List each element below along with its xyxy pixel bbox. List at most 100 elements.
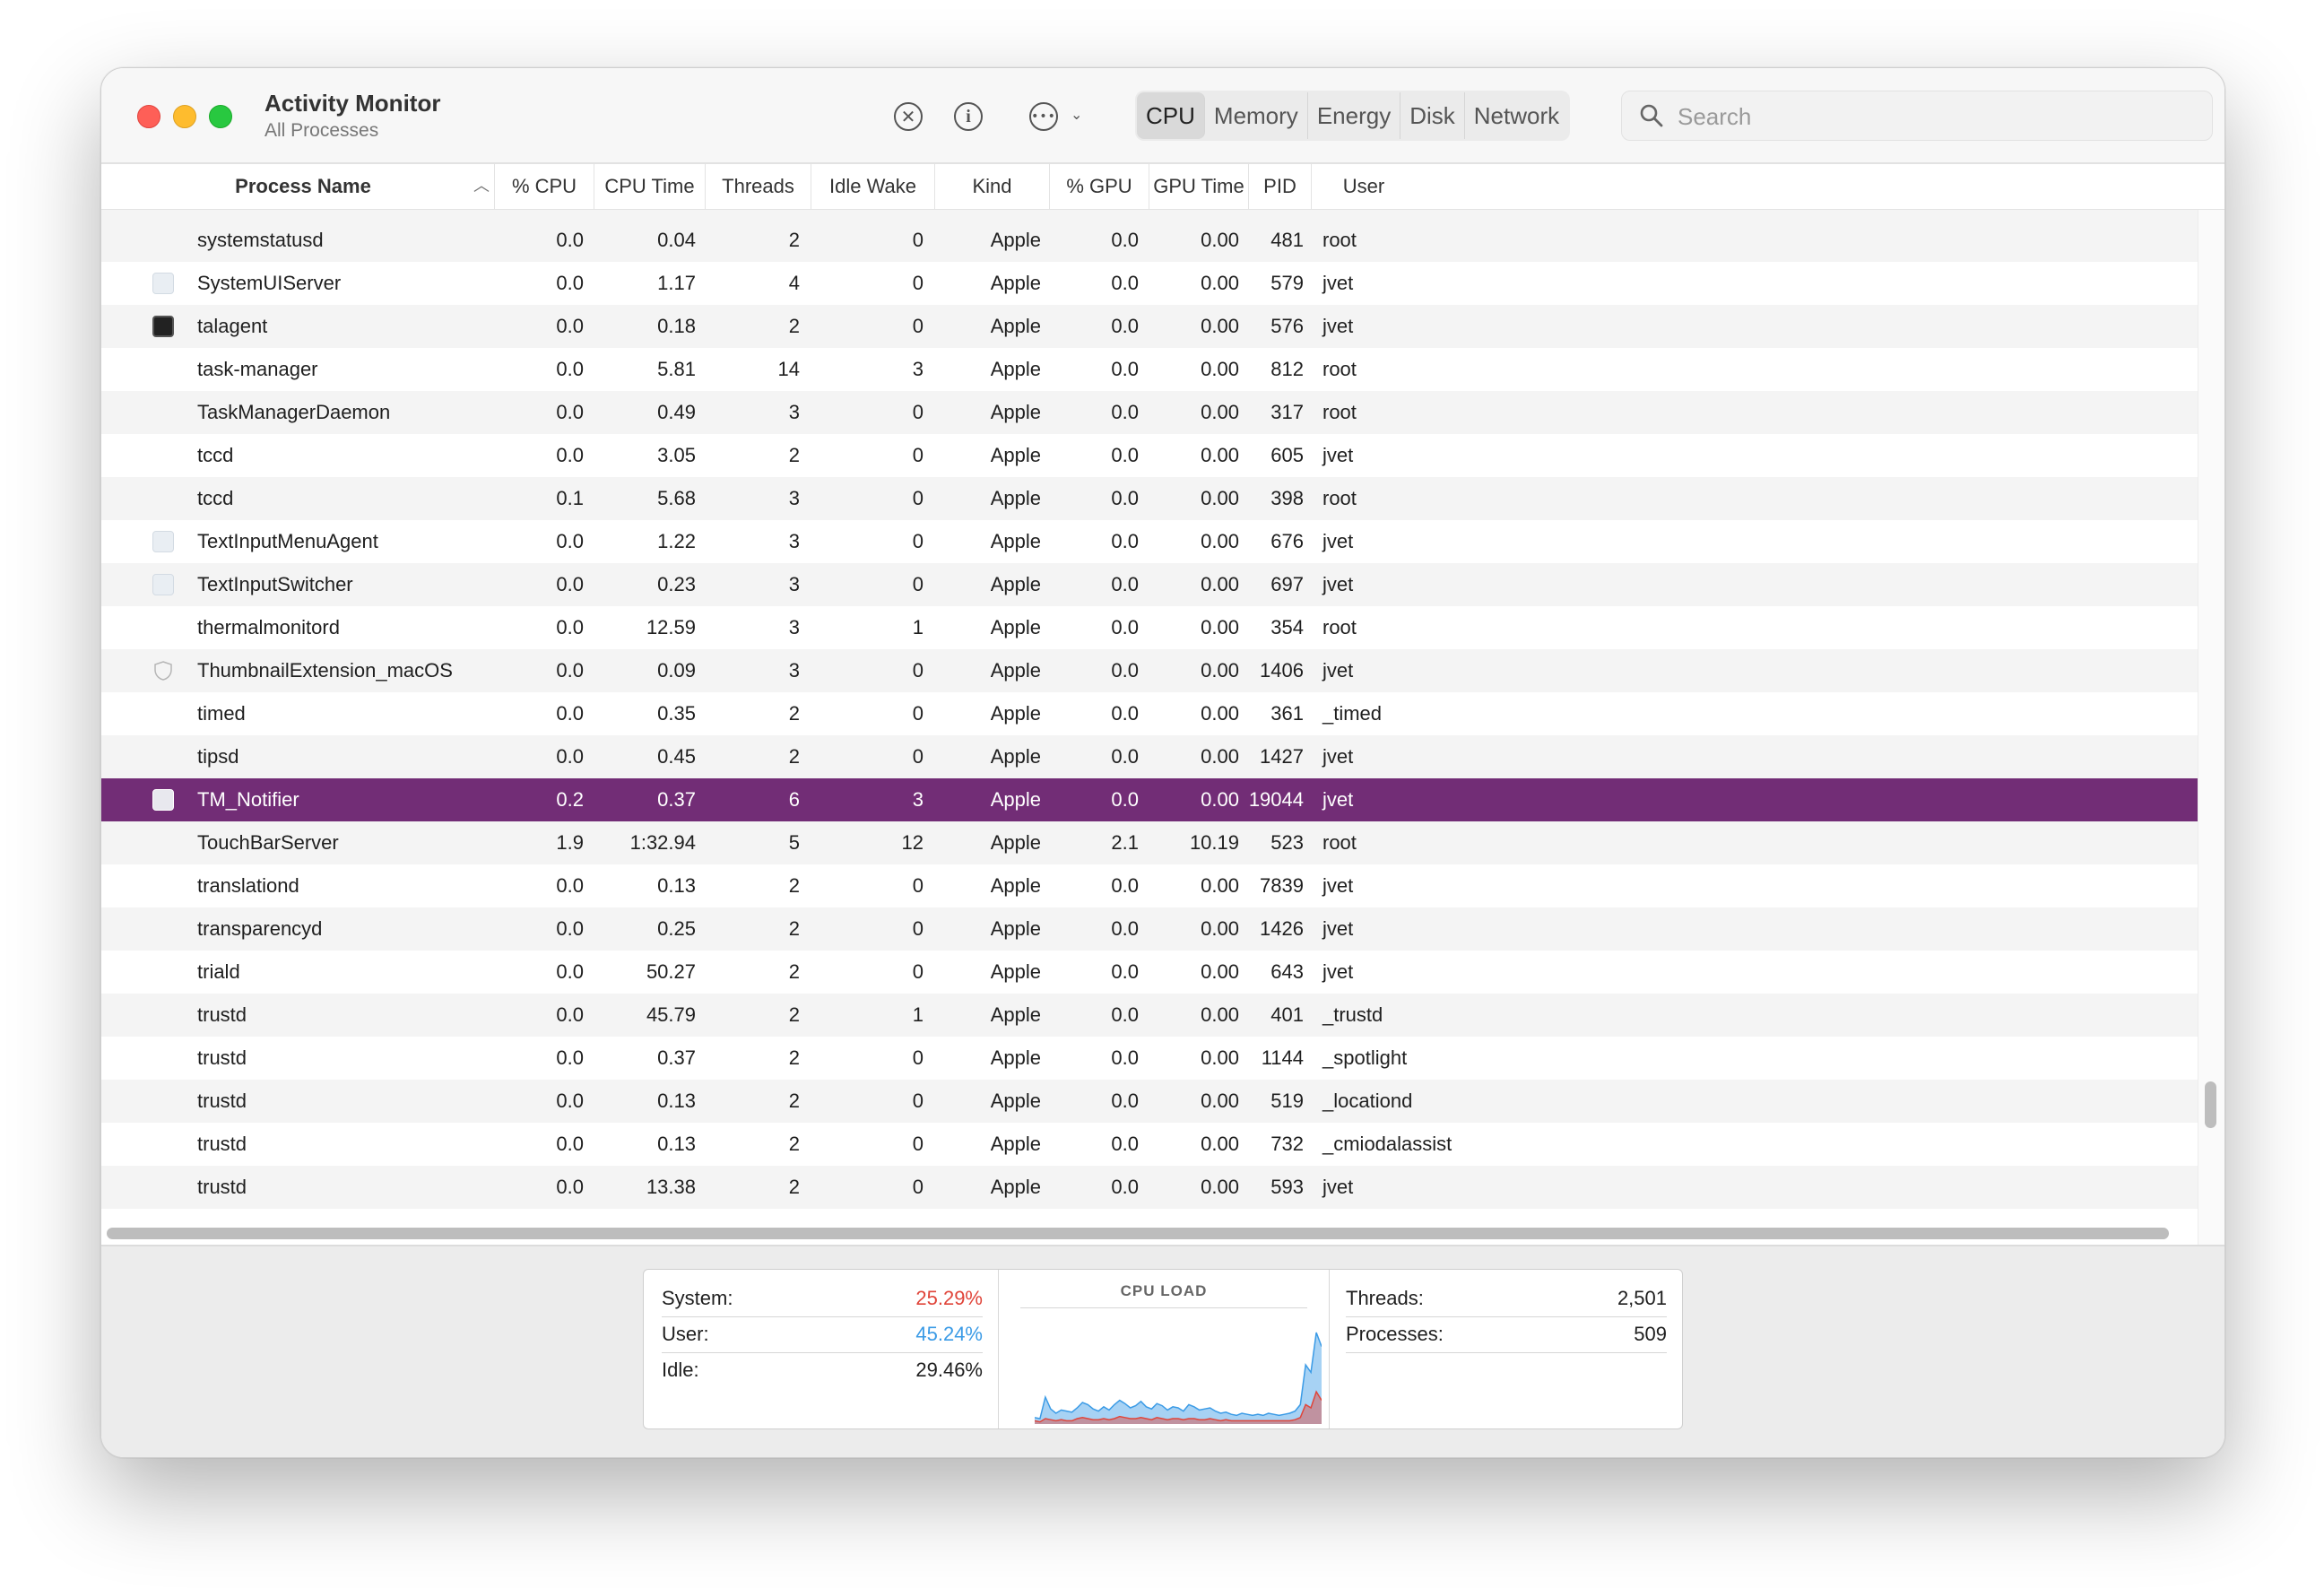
column-header-kind[interactable]: Kind [934,164,1049,209]
table-row[interactable]: ThumbnailExtension_macOS 0.0 0.09 3 0 Apple 0.… [101,649,2198,692]
table-row[interactable]: TaskManagerDaemon 0.0 0.49 3 0 Apple 0.0 0.00 31… [101,391,2198,434]
cell-threads: 2 [788,315,800,337]
cell-name: tccd [197,444,234,466]
stop-process-icon[interactable]: ✕ [894,102,923,131]
cell-gpu: 0.0 [1111,315,1139,337]
tab-cpu[interactable]: CPU [1137,92,1205,139]
table-row[interactable]: trustd 0.0 0.37 2 0 Apple 0.0 0.00 1144 _spotligh… [101,1037,2198,1080]
table-row[interactable]: trustd 0.0 13.38 2 0 Apple 0.0 0.00 593 jvet [101,1166,2198,1209]
cell-kind: Apple [990,659,1041,682]
horizontal-scrollbar-thumb[interactable] [107,1228,2169,1239]
cell-name: triald [197,960,240,983]
table-row[interactable]: tipsd 0.0 0.45 2 0 Apple 0.0 0.00 1427 jvet [101,735,2198,778]
tab-network[interactable]: Network [1473,102,1560,129]
cell-user: jvet [1322,788,1354,811]
cell-cpu: 0.0 [556,702,584,725]
column-header-user[interactable]: User [1311,164,1416,209]
column-header-cpu[interactable]: % CPU [494,164,594,209]
cell-user: root [1322,358,1357,380]
table-row[interactable]: TextInputSwitcher 0.0 0.23 3 0 Apple 0.0 0.00 69… [101,563,2198,606]
table-row[interactable]: TM_Notifier 0.2 0.37 6 3 Apple 0.0 0.00 19044 jve… [101,778,2198,821]
table-row[interactable]: thermalmonitord 0.0 12.59 3 1 Apple 0.0 0.00 354… [101,606,2198,649]
table-row[interactable]: trustd 0.0 0.13 2 0 Apple 0.0 0.00 519 _locationd [101,1080,2198,1123]
table-row[interactable]: transparencyd 0.0 0.25 2 0 Apple 0.0 0.00 1426 jv… [101,907,2198,951]
cell-name: talagent [197,315,268,337]
cell-gpu-time: 0.00 [1201,487,1239,509]
cell-user: jvet [1322,315,1354,337]
table-row[interactable]: translationd 0.0 0.13 2 0 Apple 0.0 0.00 7839 jve… [101,864,2198,907]
cell-name: transparencyd [197,917,323,940]
cell-user: _timed [1322,702,1383,725]
chevron-down-icon: ⌄ [1071,106,1083,123]
cell-idle-wake-ups: 0 [912,1090,924,1112]
user-load-line [1035,1332,1322,1420]
cell-gpu: 0.0 [1111,229,1139,251]
tab-disk[interactable]: Disk [1400,92,1465,139]
table-row[interactable]: trustd 0.0 45.79 2 1 Apple 0.0 0.00 401 _trustd [101,994,2198,1037]
cell-name: tipsd [197,745,239,768]
column-header-gpu-time[interactable]: GPU Time [1149,164,1248,209]
table-row[interactable]: SystemUIServer 0.0 1.17 4 0 Apple 0.0 0.00 579 jv… [101,262,2198,305]
cell-gpu-time: 10.19 [1189,831,1239,854]
cell-gpu-time: 0.00 [1201,788,1239,811]
column-header-gpu[interactable]: % GPU [1049,164,1149,209]
cell-threads: 3 [788,401,800,423]
table-row[interactable]: timed 0.0 0.35 2 0 Apple 0.0 0.00 361 _timed [101,692,2198,735]
table-row[interactable]: triald 0.0 50.27 2 0 Apple 0.0 0.00 643 jvet [101,951,2198,994]
cell-cpu: 0.0 [556,573,584,595]
cell-cpu-time: 0.37 [657,788,696,811]
search-input[interactable] [1676,99,2199,135]
table-row[interactable]: TextInputMenuAgent 0.0 1.22 3 0 Apple 0.0 0.00 6… [101,520,2198,563]
tab-energy[interactable]: Energy [1308,92,1401,139]
cell-gpu: 0.0 [1111,444,1139,466]
column-header-pid[interactable]: PID [1248,164,1311,209]
cell-threads: 3 [788,573,800,595]
zoom-window-button[interactable] [209,105,232,128]
more-actions-icon: ••• [1029,102,1058,131]
terminal-icon [152,316,174,337]
table-row[interactable]: tccd 0.0 3.05 2 0 Apple 0.0 0.00 605 jvet [101,434,2198,477]
vertical-scrollbar-thumb[interactable] [2205,1081,2216,1128]
minimize-window-button[interactable] [173,105,196,128]
search-field[interactable] [1621,91,2213,141]
cell-cpu-time: 50.27 [646,960,696,983]
cell-gpu: 0.0 [1111,788,1139,811]
cell-gpu: 2.1 [1111,831,1139,854]
column-header-cpu-time[interactable]: CPU Time [594,164,705,209]
idle-value: 29.46% [915,1359,983,1381]
table-row[interactable]: task-manager 0.0 5.81 14 3 Apple 0.0 0.00 812 roo… [101,348,2198,391]
table-row[interactable]: tccd 0.1 5.68 3 0 Apple 0.0 0.00 398 root [101,477,2198,520]
cell-kind: Apple [990,1133,1041,1155]
cell-threads: 3 [788,616,800,638]
cell-cpu: 0.0 [556,1133,584,1155]
cell-pid: 317 [1270,401,1304,423]
table-row[interactable]: TouchBarServer 1.9 1:32.94 5 12 Apple 2.1 10.19… [101,821,2198,864]
toolbar: Activity Monitor All Processes ✕ i ••• ⌄… [101,68,2224,164]
cell-threads: 2 [788,229,800,251]
more-actions-button[interactable]: ••• ⌄ [1029,102,1092,131]
thread-process-counts: Threads: 2,501 Processes: 509 [1328,1270,1682,1428]
table-row[interactable]: trustd 0.0 0.13 2 0 Apple 0.0 0.00 732 _cmiodalas… [101,1123,2198,1166]
cell-user: root [1322,229,1357,251]
cell-gpu: 0.0 [1111,1090,1139,1112]
table-row[interactable]: talagent 0.0 0.18 2 0 Apple 0.0 0.00 576 jvet [101,305,2198,348]
tab-memory[interactable]: Memory [1205,92,1308,139]
cell-kind: Apple [990,917,1041,940]
cell-gpu-time: 0.00 [1201,401,1239,423]
column-header-threads[interactable]: Threads [705,164,811,209]
cell-name: translationd [197,874,299,897]
cell-name: TextInputSwitcher [197,573,353,595]
sort-ascending-icon[interactable]: ︿ [473,177,490,195]
cell-gpu: 0.0 [1111,659,1139,682]
cell-idle-wake-ups: 0 [912,1046,924,1069]
cell-threads: 2 [788,1176,800,1198]
column-header-process-name[interactable]: Process Name [235,175,371,197]
column-header-idle-wake-ups[interactable]: Idle Wake Ups [811,164,934,242]
cell-cpu: 0.0 [556,960,584,983]
cell-name: TextInputMenuAgent [197,530,378,552]
info-icon[interactable]: i [954,102,983,131]
cell-threads: 6 [788,788,800,811]
close-window-button[interactable] [137,105,160,128]
table-row[interactable]: systemstatusd 0.0 0.04 2 0 Apple 0.0 0.00 481 roo… [101,219,2198,262]
cell-cpu: 0.0 [556,917,584,940]
